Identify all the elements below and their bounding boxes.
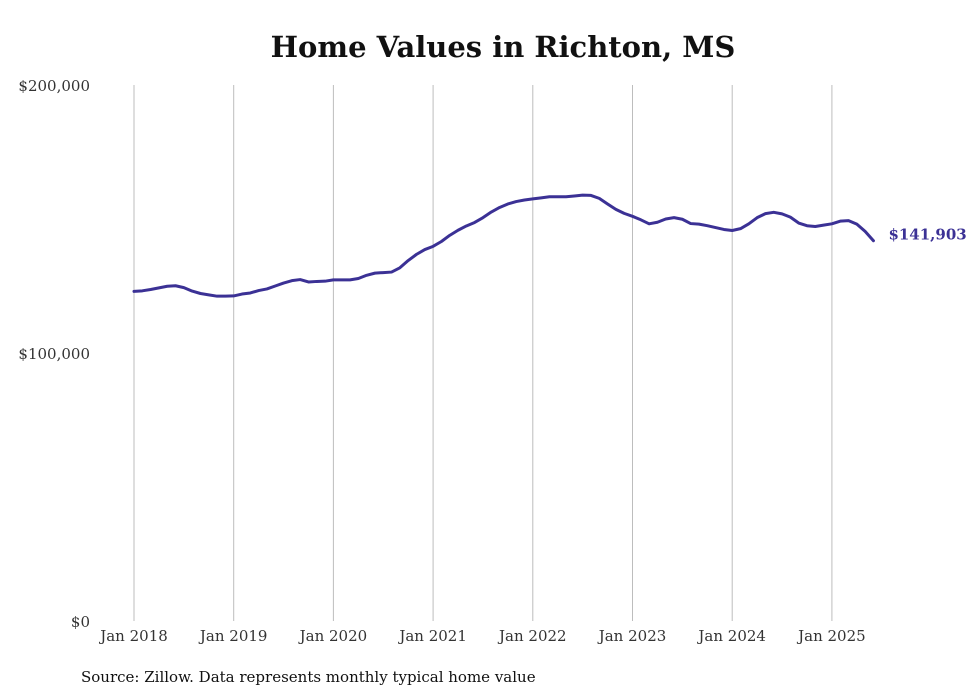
y-tick-label: $100,000 — [18, 345, 90, 363]
x-tick-label: Jan 2021 — [397, 627, 467, 645]
x-tick-label: Jan 2023 — [597, 627, 667, 645]
y-tick-label: $200,000 — [18, 77, 90, 95]
series-layer — [132, 193, 875, 298]
y-tick-label: $0 — [71, 613, 90, 631]
x-tick-label: Jan 2022 — [497, 627, 567, 645]
y-axis-ticks: $0 $100,000 $200,000 — [18, 77, 90, 631]
x-tick-label: Jan 2025 — [796, 627, 866, 645]
end-value-label: $141,903 — [888, 226, 966, 244]
x-tick-label: Jan 2019 — [198, 627, 268, 645]
x-axis-ticks: Jan 2018 Jan 2019 Jan 2020 Jan 2021 Jan 2022… — [98, 627, 865, 645]
x-tick-label: Jan 2024 — [696, 627, 766, 645]
series-line-0 — [132, 193, 875, 298]
x-tick-label: Jan 2020 — [298, 627, 368, 645]
gridlines — [133, 85, 833, 621]
end-label-layer: $141,903 — [888, 226, 966, 244]
chart-title: Home Values in Richton, MS — [270, 30, 736, 64]
source-note: Source: Zillow. Data represents monthly … — [81, 668, 536, 686]
x-tick-label: Jan 2018 — [98, 627, 168, 645]
